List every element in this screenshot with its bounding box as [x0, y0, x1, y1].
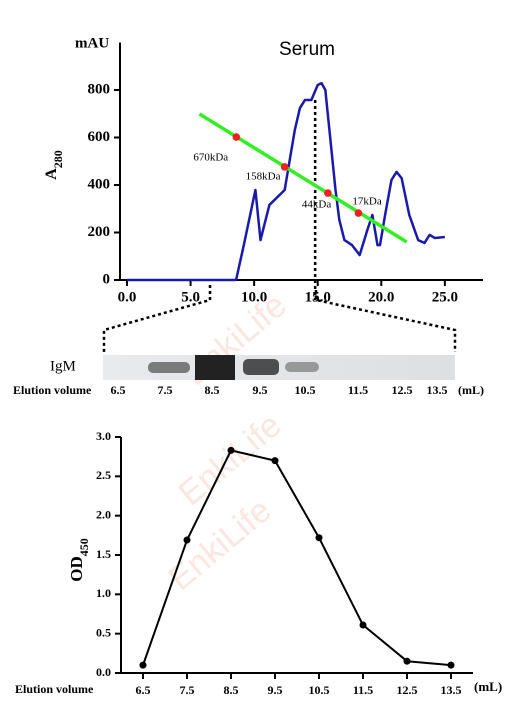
connector: [102, 285, 212, 352]
data-line: [127, 81, 445, 282]
x-tick-label: 7.5: [180, 683, 195, 697]
gel-lane-label: 8.5: [205, 383, 220, 397]
y-tick-label: 0.5: [96, 625, 111, 639]
gel-band: [148, 362, 190, 373]
x-tick-label: 0.0: [118, 289, 137, 305]
data-point: [359, 621, 367, 629]
fit-line: [198, 112, 408, 244]
y-tick-label: 1.5: [96, 547, 111, 561]
y-axis-title-main: A: [43, 168, 60, 180]
gel-lane-label: 9.5: [253, 383, 268, 397]
y-tick-label: 2.0: [96, 507, 111, 521]
y-axis-title: OD450: [67, 538, 91, 582]
data-point: [227, 446, 235, 454]
gel-axis-label: Elution volume: [13, 383, 92, 397]
y-axis-title-sub: 450: [77, 538, 91, 556]
standard-point: [280, 163, 289, 171]
x-tick-label: 6.5: [136, 683, 151, 697]
standard-point: [232, 133, 241, 141]
x-tick-label: 15.0: [305, 289, 331, 305]
y-axis-title-sub: 280: [51, 150, 65, 168]
standard-point: [324, 189, 332, 197]
data-point: [183, 536, 191, 544]
data-point: [447, 661, 455, 669]
x-tick-label: 20.0: [368, 289, 394, 305]
y-tick-label: 1.0: [96, 586, 111, 600]
x-axis-title: Elution volume: [15, 682, 94, 696]
data-point: [271, 457, 279, 465]
watermark: EnkiLife: [161, 491, 278, 598]
x-tick-label: 9.5: [268, 683, 283, 697]
x-tick-label: 11.5: [353, 683, 373, 697]
y-tick-label: 0: [103, 271, 111, 287]
x-tick-label: 25.0: [432, 289, 458, 305]
gel-band: [195, 355, 235, 380]
standard-label: 670kDa: [193, 152, 228, 164]
data-point: [403, 657, 411, 665]
chart-title: Serum: [279, 39, 335, 60]
y-tick-label: 3.0: [96, 429, 111, 443]
x-tick-label: 5.0: [181, 289, 200, 305]
data-point: [139, 661, 147, 669]
y-axis-title-main: OD: [67, 556, 86, 582]
gel-lane-label: 12.5: [392, 383, 413, 397]
x-tick-label: 13.5: [441, 683, 462, 697]
y-tick-label: 2.5: [96, 468, 111, 482]
data-line: [142, 449, 452, 667]
gel-band: [243, 359, 279, 375]
data-point: [315, 534, 323, 542]
y-axis-title: A280: [43, 150, 65, 180]
y-tick-label: 200: [88, 224, 111, 240]
gel: [103, 355, 455, 380]
gel-lane-label: 7.5: [158, 383, 173, 397]
y-tick-label: 0.0: [96, 665, 111, 679]
gel-lane-label: 11.5: [348, 383, 368, 397]
standard-label: 44kDa: [302, 199, 331, 211]
x-tick-label: 10.5: [309, 683, 330, 697]
gel-lane-label: 6.5: [111, 383, 126, 397]
unit-label: mAU: [75, 35, 109, 51]
gel-lane-label: 10.5: [295, 383, 316, 397]
standard-label: 158kDa: [246, 170, 281, 182]
connector: [314, 290, 457, 352]
gel-label: IgM: [50, 358, 76, 374]
gel-band: [285, 362, 319, 372]
x-axis-unit: (mL): [474, 679, 502, 694]
y-tick-label: 400: [88, 176, 111, 192]
standard-point: [354, 209, 363, 217]
standard-label: 17kDa: [352, 196, 381, 208]
x-tick-label: 12.5: [397, 683, 418, 697]
y-tick-label: 600: [88, 129, 111, 145]
gel-unit: (mL): [458, 383, 484, 397]
x-tick-label: 8.5: [224, 683, 239, 697]
gel-lane-label: 13.5: [427, 383, 448, 397]
y-tick-label: 800: [88, 81, 111, 97]
x-tick-label: 10.0: [241, 289, 267, 305]
